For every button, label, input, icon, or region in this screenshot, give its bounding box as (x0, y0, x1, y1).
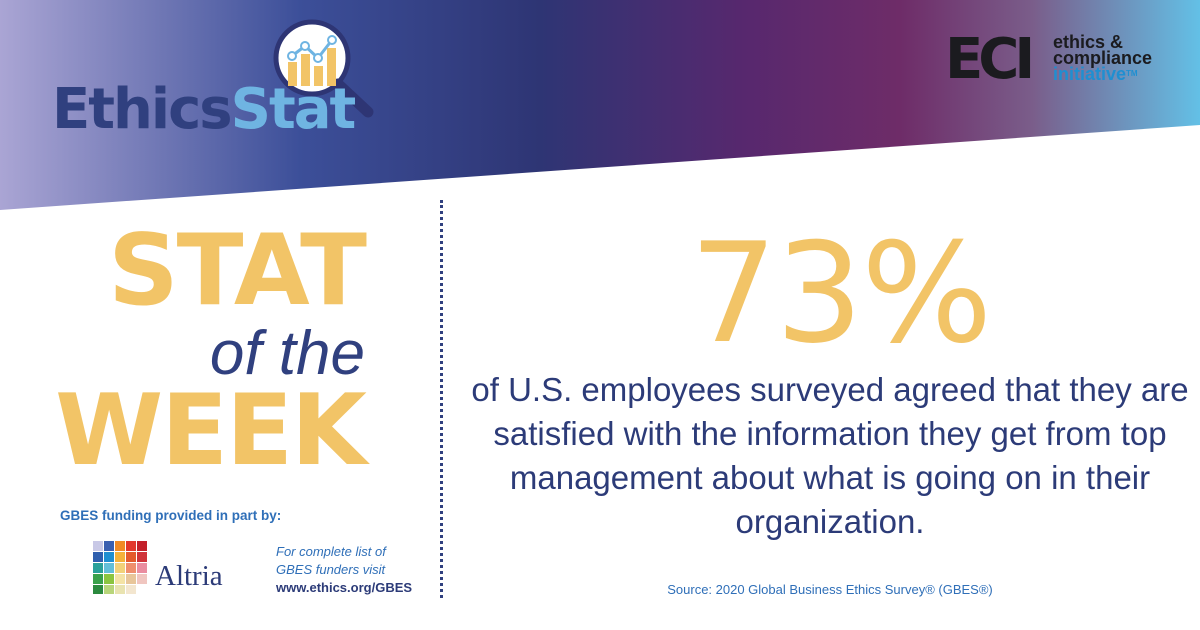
logo-ethics: Ethics (52, 77, 233, 142)
magnifier-chart-icon (273, 19, 374, 118)
stat-description: of U.S. employees surveyed agreed that t… (471, 371, 1189, 540)
eci-trademark: TM (1126, 69, 1138, 78)
title-stat: STAT (108, 214, 367, 328)
funders-note-line-1: For complete list of (276, 544, 386, 559)
title-of-the: of the (209, 319, 365, 388)
logo-stat: Stat (230, 77, 357, 142)
eci-line-3-text: initiative (1053, 64, 1127, 84)
eci-line-1: ethics & (1053, 32, 1124, 52)
stat-of-the-week-title: STAT of the WEEK (55, 214, 367, 488)
eci-line-2: compliance (1053, 48, 1153, 68)
title-week: WEEK (55, 374, 367, 488)
altria-mosaic-icon (93, 541, 147, 594)
dotted-divider (440, 200, 443, 598)
funders-note: For complete list of GBES funders visit … (276, 543, 412, 597)
funding-label: GBES funding provided in part by: (60, 508, 282, 523)
funders-link[interactable]: www.ethics.org/GBES (276, 580, 413, 595)
eci-tagline: ethics & compliance initiativeTM (1053, 32, 1153, 84)
funders-note-line-2: GBES funders visit (276, 562, 386, 577)
eci-letters: ECI (945, 27, 1035, 92)
stat-value: 73% (689, 213, 993, 374)
eci-line-3: initiativeTM (1053, 64, 1152, 84)
ethicsstat-logo: EthicsStat (52, 82, 356, 138)
stat-source: Source: 2020 Global Business Ethics Surv… (667, 582, 993, 597)
altria-name: Altria (155, 560, 223, 592)
eci-logo: ECI ethics & compliance initiativeTM (945, 32, 1180, 92)
